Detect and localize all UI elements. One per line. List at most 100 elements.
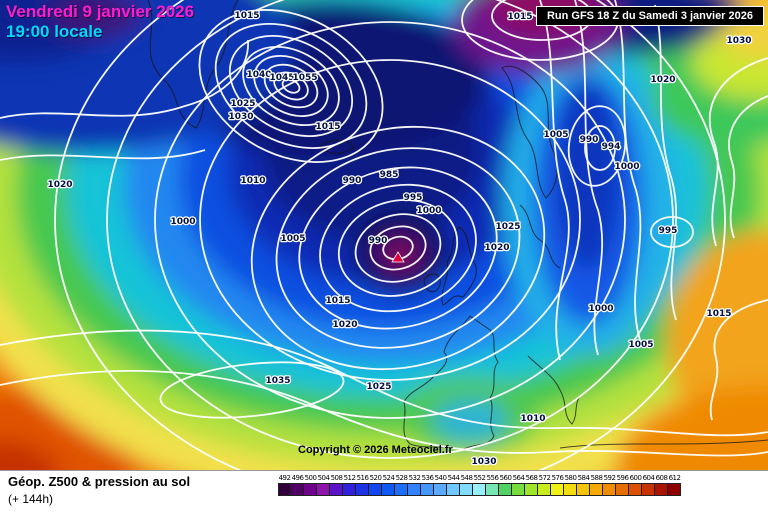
scale-cell: 608 <box>655 474 668 496</box>
scale-cell: 568 <box>525 474 538 496</box>
scale-cell: 516 <box>356 474 369 496</box>
scale-value: 592 <box>603 474 616 482</box>
scale-cell: 544 <box>447 474 460 496</box>
scale-swatch <box>317 483 330 496</box>
scale-value: 516 <box>356 474 369 482</box>
scale-cell: 512 <box>343 474 356 496</box>
scale-swatch <box>512 483 525 496</box>
scale-cell: 588 <box>590 474 603 496</box>
pressure-label: 1055 <box>292 73 317 83</box>
scale-cell: 520 <box>369 474 382 496</box>
scale-swatch <box>434 483 447 496</box>
scale-swatch <box>486 483 499 496</box>
scale-cell: 528 <box>395 474 408 496</box>
scale-cell: 612 <box>668 474 681 496</box>
scale-swatch <box>343 483 356 496</box>
pressure-label: 1030 <box>726 36 751 46</box>
pressure-label: 1010 <box>240 176 265 186</box>
scale-swatch <box>538 483 551 496</box>
pressure-label: 1000 <box>170 217 195 227</box>
pressure-label: 1000 <box>416 206 441 216</box>
scale-swatch <box>408 483 421 496</box>
scale-swatch <box>603 483 616 496</box>
pressure-label: 1030 <box>228 112 253 122</box>
scale-value: 588 <box>590 474 603 482</box>
scale-swatch <box>655 483 668 496</box>
scale-cell: 548 <box>460 474 473 496</box>
scale-cell: 492 <box>278 474 291 496</box>
legend-forecast-hour: (+ 144h) <box>8 492 54 506</box>
scale-value: 496 <box>291 474 304 482</box>
scale-value: 556 <box>486 474 499 482</box>
scale-value: 608 <box>655 474 668 482</box>
scale-cell: 536 <box>421 474 434 496</box>
pressure-label: 1035 <box>265 376 290 386</box>
scale-swatch <box>304 483 317 496</box>
scale-value: 540 <box>434 474 447 482</box>
scale-swatch <box>421 483 434 496</box>
scale-value: 604 <box>642 474 655 482</box>
scale-cell: 540 <box>434 474 447 496</box>
pressure-label: 1025 <box>230 99 255 109</box>
scale-cell: 532 <box>408 474 421 496</box>
scale-swatch <box>551 483 564 496</box>
scale-cell: 572 <box>538 474 551 496</box>
pressure-label: 1000 <box>614 162 639 172</box>
scale-value: 600 <box>629 474 642 482</box>
scale-cell: 500 <box>304 474 317 496</box>
scale-swatch <box>369 483 382 496</box>
scale-swatch <box>291 483 304 496</box>
scale-value: 612 <box>668 474 681 482</box>
pressure-label: 995 <box>404 193 423 203</box>
scale-swatch <box>499 483 512 496</box>
scale-value: 584 <box>577 474 590 482</box>
scale-value: 524 <box>382 474 395 482</box>
legend-title: Géop. Z500 & pression au sol <box>8 474 191 489</box>
scale-value: 596 <box>616 474 629 482</box>
pressure-label: 990 <box>580 135 599 145</box>
scale-cell: 560 <box>499 474 512 496</box>
pressure-label: 1025 <box>366 382 391 392</box>
pressure-label: 990 <box>369 236 388 246</box>
scale-swatch <box>642 483 655 496</box>
scale-swatch <box>382 483 395 496</box>
scale-value: 492 <box>278 474 291 482</box>
scale-swatch <box>447 483 460 496</box>
scale-value: 536 <box>421 474 434 482</box>
scale-cell: 508 <box>330 474 343 496</box>
map-area: 1015 1040 1045 1055 1025 1030 1015 1010 1020 1000… <box>0 0 768 470</box>
scale-cell: 576 <box>551 474 564 496</box>
scale-cell: 580 <box>564 474 577 496</box>
scale-swatch <box>356 483 369 496</box>
pressure-label: 1020 <box>332 320 357 330</box>
scale-cell: 564 <box>512 474 525 496</box>
scale-cell: 604 <box>642 474 655 496</box>
scale-cell: 584 <box>577 474 590 496</box>
scale-value: 568 <box>525 474 538 482</box>
scale-swatch <box>590 483 603 496</box>
pressure-label: 1040 <box>246 70 271 80</box>
scale-value: 580 <box>564 474 577 482</box>
scale-value: 552 <box>473 474 486 482</box>
scale-cell: 504 <box>317 474 330 496</box>
pressure-label: 1015 <box>315 122 340 132</box>
scale-cell: 596 <box>616 474 629 496</box>
isobar-contours <box>0 0 768 470</box>
pressure-label: 990 <box>343 176 362 186</box>
scale-value: 520 <box>369 474 382 482</box>
pressure-label: 1015 <box>706 309 731 319</box>
legend-scale: 492 496 500 504 508 512 516 520 524 528 532 536 540 5… <box>278 474 681 496</box>
scale-value: 532 <box>408 474 421 482</box>
pressure-label: 1030 <box>471 457 496 467</box>
pressure-label: 1005 <box>628 340 653 350</box>
scale-swatch <box>616 483 629 496</box>
legend-bar: Géop. Z500 & pression au sol (+ 144h) 49… <box>0 470 768 512</box>
scale-swatch <box>525 483 538 496</box>
scale-swatch <box>395 483 408 496</box>
scale-value: 572 <box>538 474 551 482</box>
scale-cell: 600 <box>629 474 642 496</box>
scale-swatch <box>330 483 343 496</box>
pressure-label: 1025 <box>495 222 520 232</box>
